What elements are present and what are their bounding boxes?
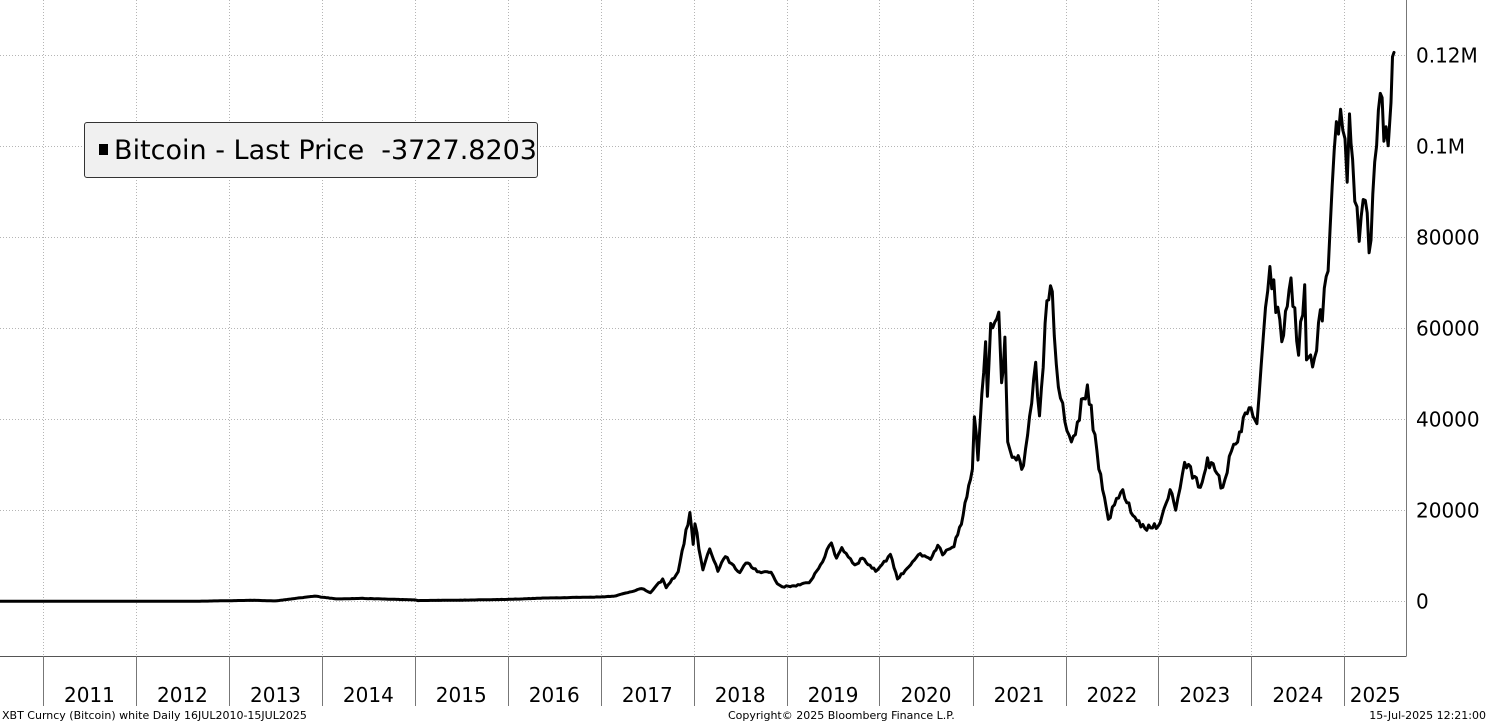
y-tick-label: 80000 (1416, 226, 1480, 250)
footer-timestamp: 15-Jul-2025 12:21:00 (1369, 709, 1486, 722)
x-year-label: 2020 (901, 683, 952, 707)
x-year-label: 2015 (436, 683, 487, 707)
x-year-label: 2019 (808, 683, 859, 707)
legend-box: Bitcoin - Last Price -3727.8203 (84, 122, 538, 178)
x-year-label: 2021 (994, 683, 1045, 707)
x-year-label: 2022 (1086, 683, 1137, 707)
x-year-label: 2017 (622, 683, 673, 707)
footer-copyright: Copyright© 2025 Bloomberg Finance L.P. (728, 709, 955, 722)
legend-value: -3727.8203 (381, 134, 537, 166)
legend-label: Bitcoin - Last Price (114, 134, 365, 166)
gridlines (0, 0, 1406, 656)
x-year-label: 2013 (250, 683, 301, 707)
x-year-label: 2018 (715, 683, 766, 707)
footer-security-info: XBT Curncy (Bitcoin) white Daily 16JUL20… (2, 709, 307, 722)
x-axis-years: 2011 2012 2013 2014 2015 2016 2017 2018 2019 2020… (64, 683, 1401, 707)
series-line-bitcoin (0, 50, 1396, 603)
y-tick-label: 60000 (1416, 317, 1480, 341)
legend-swatch (99, 143, 109, 155)
x-year-label: 2011 (64, 683, 115, 707)
x-year-label: 2014 (343, 683, 394, 707)
x-year-label: 2025 (1350, 683, 1401, 707)
x-year-label: 2024 (1272, 683, 1323, 707)
y-tick-label: 0 (1416, 590, 1429, 614)
y-tick-label: 0.1M (1416, 135, 1465, 159)
y-tick-label: 40000 (1416, 408, 1480, 432)
y-axis-ticks: 0 20000 40000 60000 80000 0.1M 0.12M (1416, 44, 1480, 614)
y-tick-label: 20000 (1416, 499, 1480, 523)
axis-frame (0, 0, 1407, 706)
x-year-label: 2023 (1179, 683, 1230, 707)
y-tick-label: 0.12M (1416, 44, 1478, 68)
x-year-label: 2012 (157, 683, 208, 707)
x-year-label: 2016 (529, 683, 580, 707)
